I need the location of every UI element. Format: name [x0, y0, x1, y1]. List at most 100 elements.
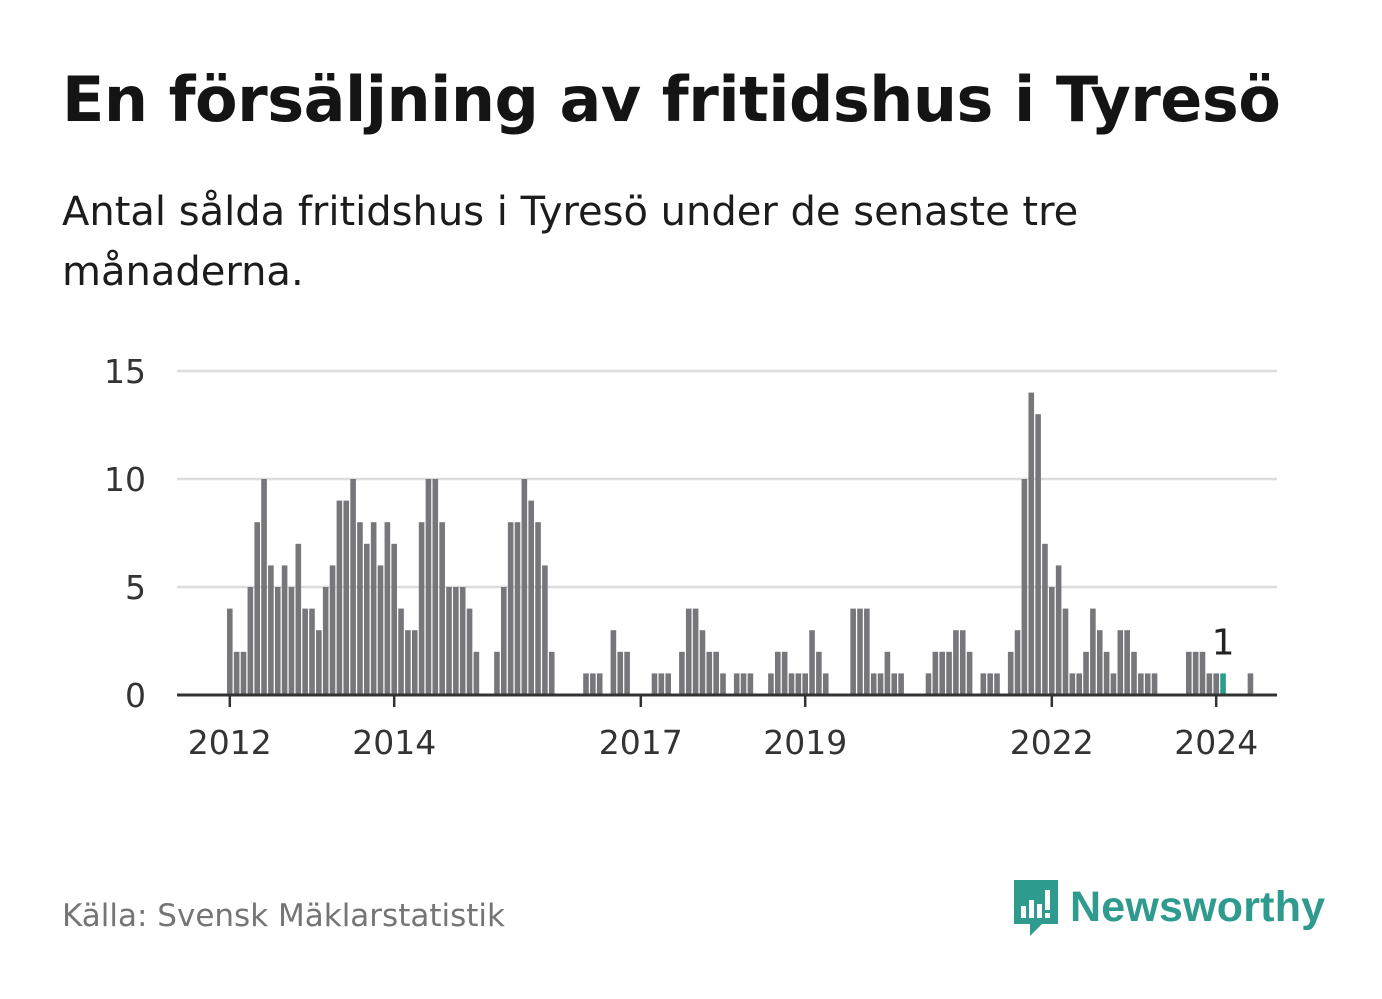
bar — [1076, 673, 1082, 695]
bar — [788, 673, 795, 695]
bar-chart: 0 5 10 15 2012 2014 2017 2019 2022 2024 1 — [104, 352, 1277, 762]
bar — [1021, 479, 1028, 695]
bar — [1062, 608, 1069, 695]
brand-logo[interactable]: Newsworthy — [1010, 876, 1325, 938]
bar — [699, 630, 706, 695]
bar — [624, 651, 630, 695]
x-tick-label: 2019 — [763, 723, 847, 762]
y-axis-ticks: 0 5 10 15 — [104, 352, 146, 715]
bar — [898, 673, 904, 695]
bar — [596, 673, 603, 695]
bar — [295, 543, 302, 695]
bar — [274, 587, 281, 695]
bar — [781, 651, 788, 695]
bar — [809, 630, 815, 695]
bar — [775, 651, 781, 695]
bar — [343, 500, 350, 695]
bar — [1151, 673, 1158, 695]
bar — [1192, 651, 1199, 695]
bar — [364, 543, 370, 695]
bar — [1096, 630, 1103, 695]
bar — [528, 500, 534, 695]
bar — [1103, 651, 1110, 695]
x-tick-label: 2022 — [1010, 723, 1094, 762]
highlight-value-label: 1 — [1212, 622, 1235, 663]
brand-name: Newsworthy — [1070, 882, 1326, 931]
x-tick-label: 2014 — [352, 723, 436, 762]
bar — [1055, 565, 1062, 695]
bar — [1213, 673, 1219, 695]
bars — [227, 392, 1254, 695]
bar — [658, 673, 665, 695]
bar — [240, 651, 247, 695]
bar — [939, 651, 945, 695]
bar — [494, 651, 500, 695]
bar — [473, 651, 480, 695]
y-tick-label: 5 — [125, 568, 146, 607]
bar — [987, 673, 993, 695]
newsworthy-logo-icon — [1014, 880, 1058, 936]
bar — [466, 608, 473, 695]
bar — [281, 565, 288, 695]
bar — [864, 608, 870, 695]
bar — [1247, 673, 1254, 695]
bar — [384, 522, 391, 695]
bar — [1028, 392, 1035, 695]
bar — [439, 522, 445, 695]
bar — [706, 651, 713, 695]
bar — [583, 673, 589, 695]
page-subtitle: Antal sålda fritidshus i Tyresö under de… — [62, 189, 1079, 295]
annotations: 1 — [1212, 622, 1235, 663]
bar — [884, 651, 891, 695]
bar — [795, 673, 802, 695]
bar — [1090, 608, 1096, 695]
bar — [925, 673, 932, 695]
bar — [747, 673, 754, 695]
bar — [1049, 587, 1055, 695]
bar — [453, 587, 459, 695]
bar — [1035, 414, 1041, 695]
bar — [261, 479, 267, 695]
bar — [411, 630, 418, 695]
bar — [247, 587, 254, 695]
y-tick-label: 10 — [104, 460, 146, 499]
bar — [877, 673, 884, 695]
bar — [822, 673, 829, 695]
bar — [720, 673, 726, 695]
bar — [1042, 543, 1048, 695]
bar — [617, 651, 624, 695]
bar — [692, 608, 699, 695]
bar — [980, 673, 987, 695]
bar — [891, 673, 898, 695]
bar — [405, 630, 411, 695]
y-tick-label: 15 — [104, 352, 146, 391]
x-tick-label: 2024 — [1174, 723, 1258, 762]
bar — [309, 608, 315, 695]
bar — [370, 522, 377, 695]
bar — [336, 500, 343, 695]
bar — [651, 673, 658, 695]
bar — [802, 673, 808, 695]
x-tick-label: 2017 — [599, 723, 683, 762]
x-axis-ticks: 2012 2014 2017 2019 2022 2024 — [188, 695, 1258, 762]
bar — [521, 479, 528, 695]
bar — [768, 673, 774, 695]
bar — [377, 565, 384, 695]
bar — [816, 651, 822, 695]
page-title: En försäljning av fritidshus i Tyresö — [62, 63, 1281, 136]
bar — [959, 630, 966, 695]
bar — [946, 651, 952, 695]
bar — [446, 587, 452, 695]
bar — [322, 587, 329, 695]
bar — [1069, 673, 1076, 695]
bar — [227, 608, 233, 695]
bar — [1117, 630, 1124, 695]
bar — [398, 608, 404, 695]
bar — [1138, 673, 1144, 695]
bar — [610, 630, 617, 695]
bar — [254, 522, 260, 695]
bar — [535, 522, 541, 695]
bar — [507, 522, 514, 695]
bar — [268, 565, 274, 695]
bar — [713, 651, 719, 695]
